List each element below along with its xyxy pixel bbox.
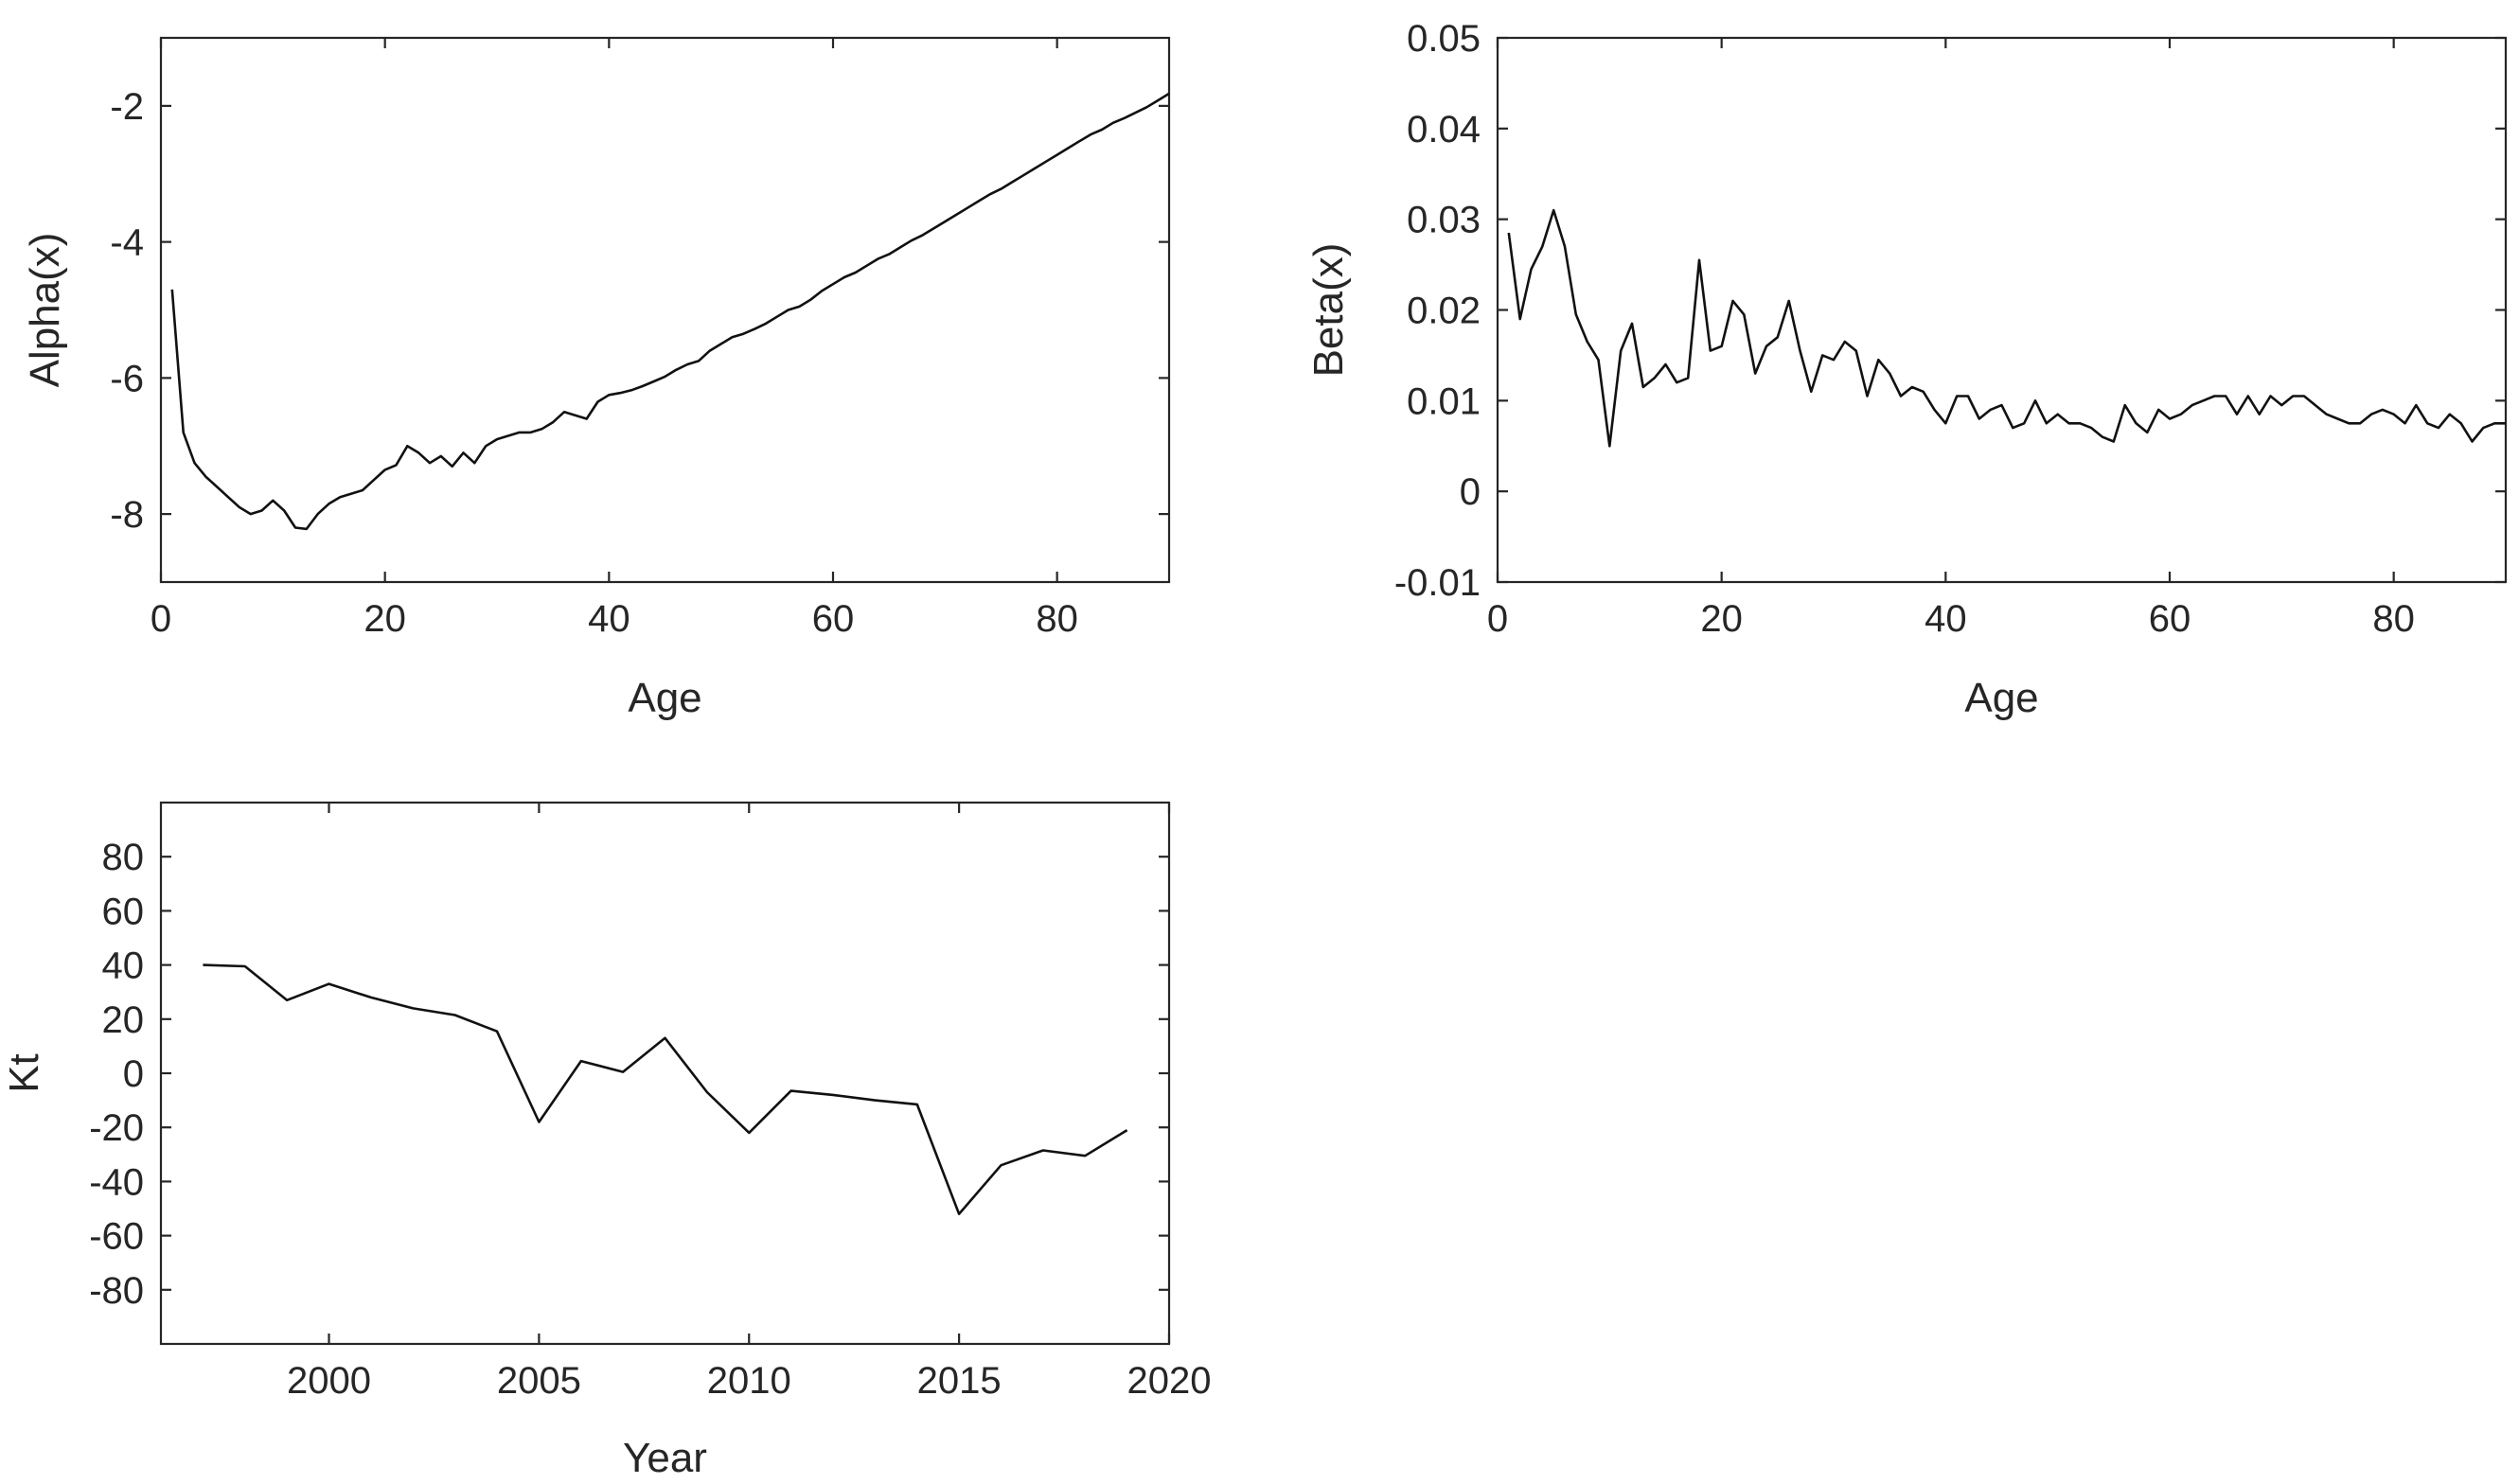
beta-x-tick-label: 0 [1487, 598, 1508, 640]
beta-y-tick-label: 0.01 [1407, 380, 1481, 422]
kt-x-axis-label: Year [623, 1435, 707, 1481]
kt-x-tick-label: 2005 [497, 1360, 581, 1402]
kt-y-tick-label: -20 [89, 1107, 144, 1149]
beta-y-axis-label: Beta(x) [1305, 243, 1352, 378]
alpha-x-tick-label: 80 [1036, 598, 1078, 640]
kt-series-line [203, 963, 1128, 1215]
kt-panel: 2000 2005 2010 2015 2020 -80 -60 -40 -20 0 20 40 60 8… [1, 801, 1212, 1481]
alpha-y-axis-label: Alpha(x) [22, 233, 68, 388]
alpha-axes-frame [159, 36, 1171, 584]
kt-x-tick-label: 2010 [707, 1360, 791, 1402]
alpha-x-tick-label: 20 [364, 598, 406, 640]
beta-y-tick-label: 0.03 [1407, 200, 1481, 241]
alpha-y-tick-label: -6 [110, 358, 144, 399]
beta-x-axis-label: Age [1964, 675, 2038, 721]
alpha-y-tick-label: -2 [110, 86, 144, 128]
kt-y-tick-label: 80 [102, 837, 145, 878]
kt-y-axis-label: Kt [1, 1053, 47, 1093]
beta-y-tick-label: 0.04 [1407, 109, 1481, 150]
beta-y-tick-label: 0.02 [1407, 291, 1481, 332]
alpha-x-axis-label: Age [628, 675, 701, 721]
kt-y-tick-label: 40 [102, 945, 145, 987]
beta-y-tick-label: -0.01 [1394, 562, 1481, 604]
kt-y-tick-label: -60 [89, 1216, 144, 1258]
alpha-series-line [170, 92, 1170, 531]
beta-panel: 0 20 40 60 80-0.0100.010.020.030.040.05AgeBe… [1305, 18, 2508, 721]
kt-y-tick-label: -40 [89, 1161, 144, 1203]
beta-x-tick-label: 20 [1700, 598, 1743, 640]
kt-x-tick-label: 2020 [1127, 1360, 1212, 1402]
kt-y-tick-label: 0 [123, 1053, 144, 1095]
alpha-y-tick-label: -8 [110, 494, 144, 536]
kt-y-tick-label: 60 [102, 891, 145, 932]
beta-x-tick-label: 80 [2372, 598, 2415, 640]
beta-x-tick-label: 60 [2149, 598, 2191, 640]
alpha-x-tick-label: 60 [812, 598, 855, 640]
beta-y-tick-label: 0.05 [1407, 18, 1481, 60]
kt-x-tick-label: 2015 [917, 1360, 1002, 1402]
alpha-x-tick-label: 40 [588, 598, 630, 640]
kt-y-tick-label: -80 [89, 1270, 144, 1312]
alpha-y-tick-label: -4 [110, 222, 144, 264]
alpha-panel: 0 20 40 60 80 -8 -6 -4 -2 Age Alpha(x) [22, 36, 1171, 721]
beta-x-tick-label: 40 [1925, 598, 1967, 640]
beta-y-tick-label: 0 [1460, 471, 1481, 513]
alpha-x-tick-label: 0 [151, 598, 171, 640]
beta-series-line [1507, 208, 2506, 448]
kt-x-tick-label: 2000 [287, 1360, 371, 1402]
kt-y-tick-label: 20 [102, 999, 145, 1041]
